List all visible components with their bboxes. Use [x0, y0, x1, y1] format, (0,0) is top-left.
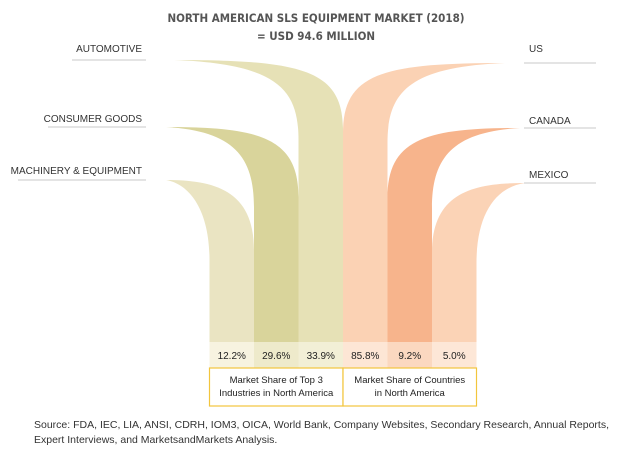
label-automotive: AUTOMOTIVE — [76, 44, 142, 55]
pct-label-machinery-equipment: 12.2% — [218, 351, 246, 362]
percent-row: 12.2% 29.6% 33.9% 85.8% 9.2% 5.0% — [209, 342, 477, 368]
label-machinery-equipment: MACHINERY & EQUIPMENT — [11, 166, 142, 177]
group-label-industries-1: Market Share of Top 3 — [230, 375, 323, 386]
pct-label-consumer-goods: 29.6% — [262, 351, 290, 362]
flow-us — [343, 63, 505, 342]
group-box-industries — [208, 367, 344, 407]
label-mexico: MEXICO — [529, 170, 569, 181]
group-box-countries — [342, 367, 478, 407]
chart-subtitle: = USD 94.6 MILLION — [257, 29, 375, 43]
pct-cell-canada — [387, 342, 432, 368]
flow-mexico — [432, 183, 525, 342]
pct-cell-consumer-goods — [254, 342, 299, 368]
flow-canada — [387, 128, 520, 342]
pct-cell-automotive — [298, 342, 343, 368]
flow-shapes — [166, 60, 525, 342]
flow-automotive — [174, 60, 343, 342]
pct-label-canada: 9.2% — [398, 351, 421, 362]
category-labels: MACHINERY & EQUIPMENT CONSUMER GOODS AUTOM… — [11, 44, 596, 184]
group-label-countries-2: in North America — [375, 388, 446, 399]
chart-title: NORTH AMERICAN SLS EQUIPMENT MARKET (201… — [167, 11, 464, 25]
label-us: US — [529, 44, 543, 55]
pct-label-mexico: 5.0% — [443, 351, 466, 362]
label-consumer-goods: CONSUMER GOODS — [44, 114, 143, 125]
group-label-industries-2: Industries in North America — [219, 388, 334, 399]
group-label-countries-1: Market Share of Countries — [354, 375, 465, 386]
label-canada: CANADA — [529, 116, 571, 127]
source-note: Source: FDA, IEC, LIA, ANSI, CDRH, IOM3,… — [34, 419, 610, 446]
pct-cell-machinery-equipment — [209, 342, 254, 368]
flow-consumer-goods — [166, 127, 299, 342]
flow-machinery-equipment — [166, 180, 254, 342]
pct-label-automotive: 33.9% — [307, 351, 335, 362]
group-legend-boxes: Market Share of Top 3 Industries in North… — [208, 367, 478, 407]
pct-cell-us — [343, 342, 388, 368]
pct-cell-mexico — [432, 342, 477, 368]
pct-label-us: 85.8% — [351, 351, 379, 362]
